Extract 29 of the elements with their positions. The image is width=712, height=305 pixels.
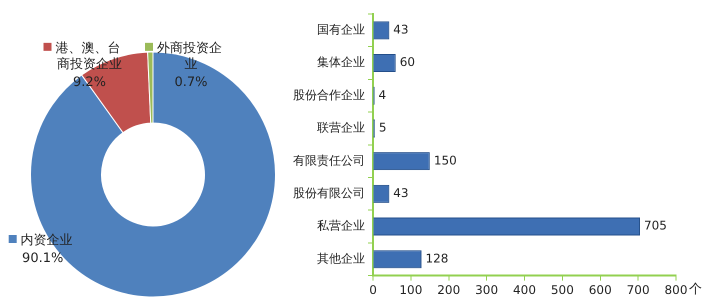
data-label: 0.7%: [174, 74, 208, 90]
x-tick-label: 0: [369, 282, 377, 297]
x-tick-label: 600: [588, 282, 612, 297]
y-tick-label: 股份合作企业: [293, 88, 365, 102]
x-tick-label: 200: [437, 282, 460, 297]
data-label: 4: [378, 88, 386, 102]
y-tick-label: 集体企业: [317, 55, 365, 70]
y-tick-label: 有限责任公司: [293, 153, 365, 168]
legend-label: 外商投资企业: [157, 40, 222, 72]
y-tick-label: 私营企业: [317, 218, 365, 233]
x-tick-label: 800: [664, 282, 688, 297]
y-tick-label: 国有企业: [317, 22, 365, 36]
data-label: 43: [393, 186, 409, 200]
y-tick-label: 其他企业: [317, 251, 365, 266]
x-tick-label: 700: [626, 282, 650, 297]
data-label: 90.1%: [22, 251, 64, 266]
x-tick-label: 400: [513, 282, 536, 297]
data-label: 150: [434, 153, 457, 168]
data-label: 43: [393, 22, 409, 36]
y-tick-label: 联营企业: [317, 120, 365, 135]
data-label: 5: [378, 120, 387, 135]
y-tick-label: 股份有限公司: [293, 186, 365, 200]
data-label: 128: [425, 251, 448, 266]
data-label: 705: [644, 218, 667, 233]
x-axis-title: 个: [689, 282, 702, 297]
x-tick-label: 300: [475, 282, 498, 297]
data-label: 60: [400, 55, 416, 70]
x-tick-label: 100: [399, 282, 422, 297]
x-tick-label: 500: [550, 282, 574, 297]
